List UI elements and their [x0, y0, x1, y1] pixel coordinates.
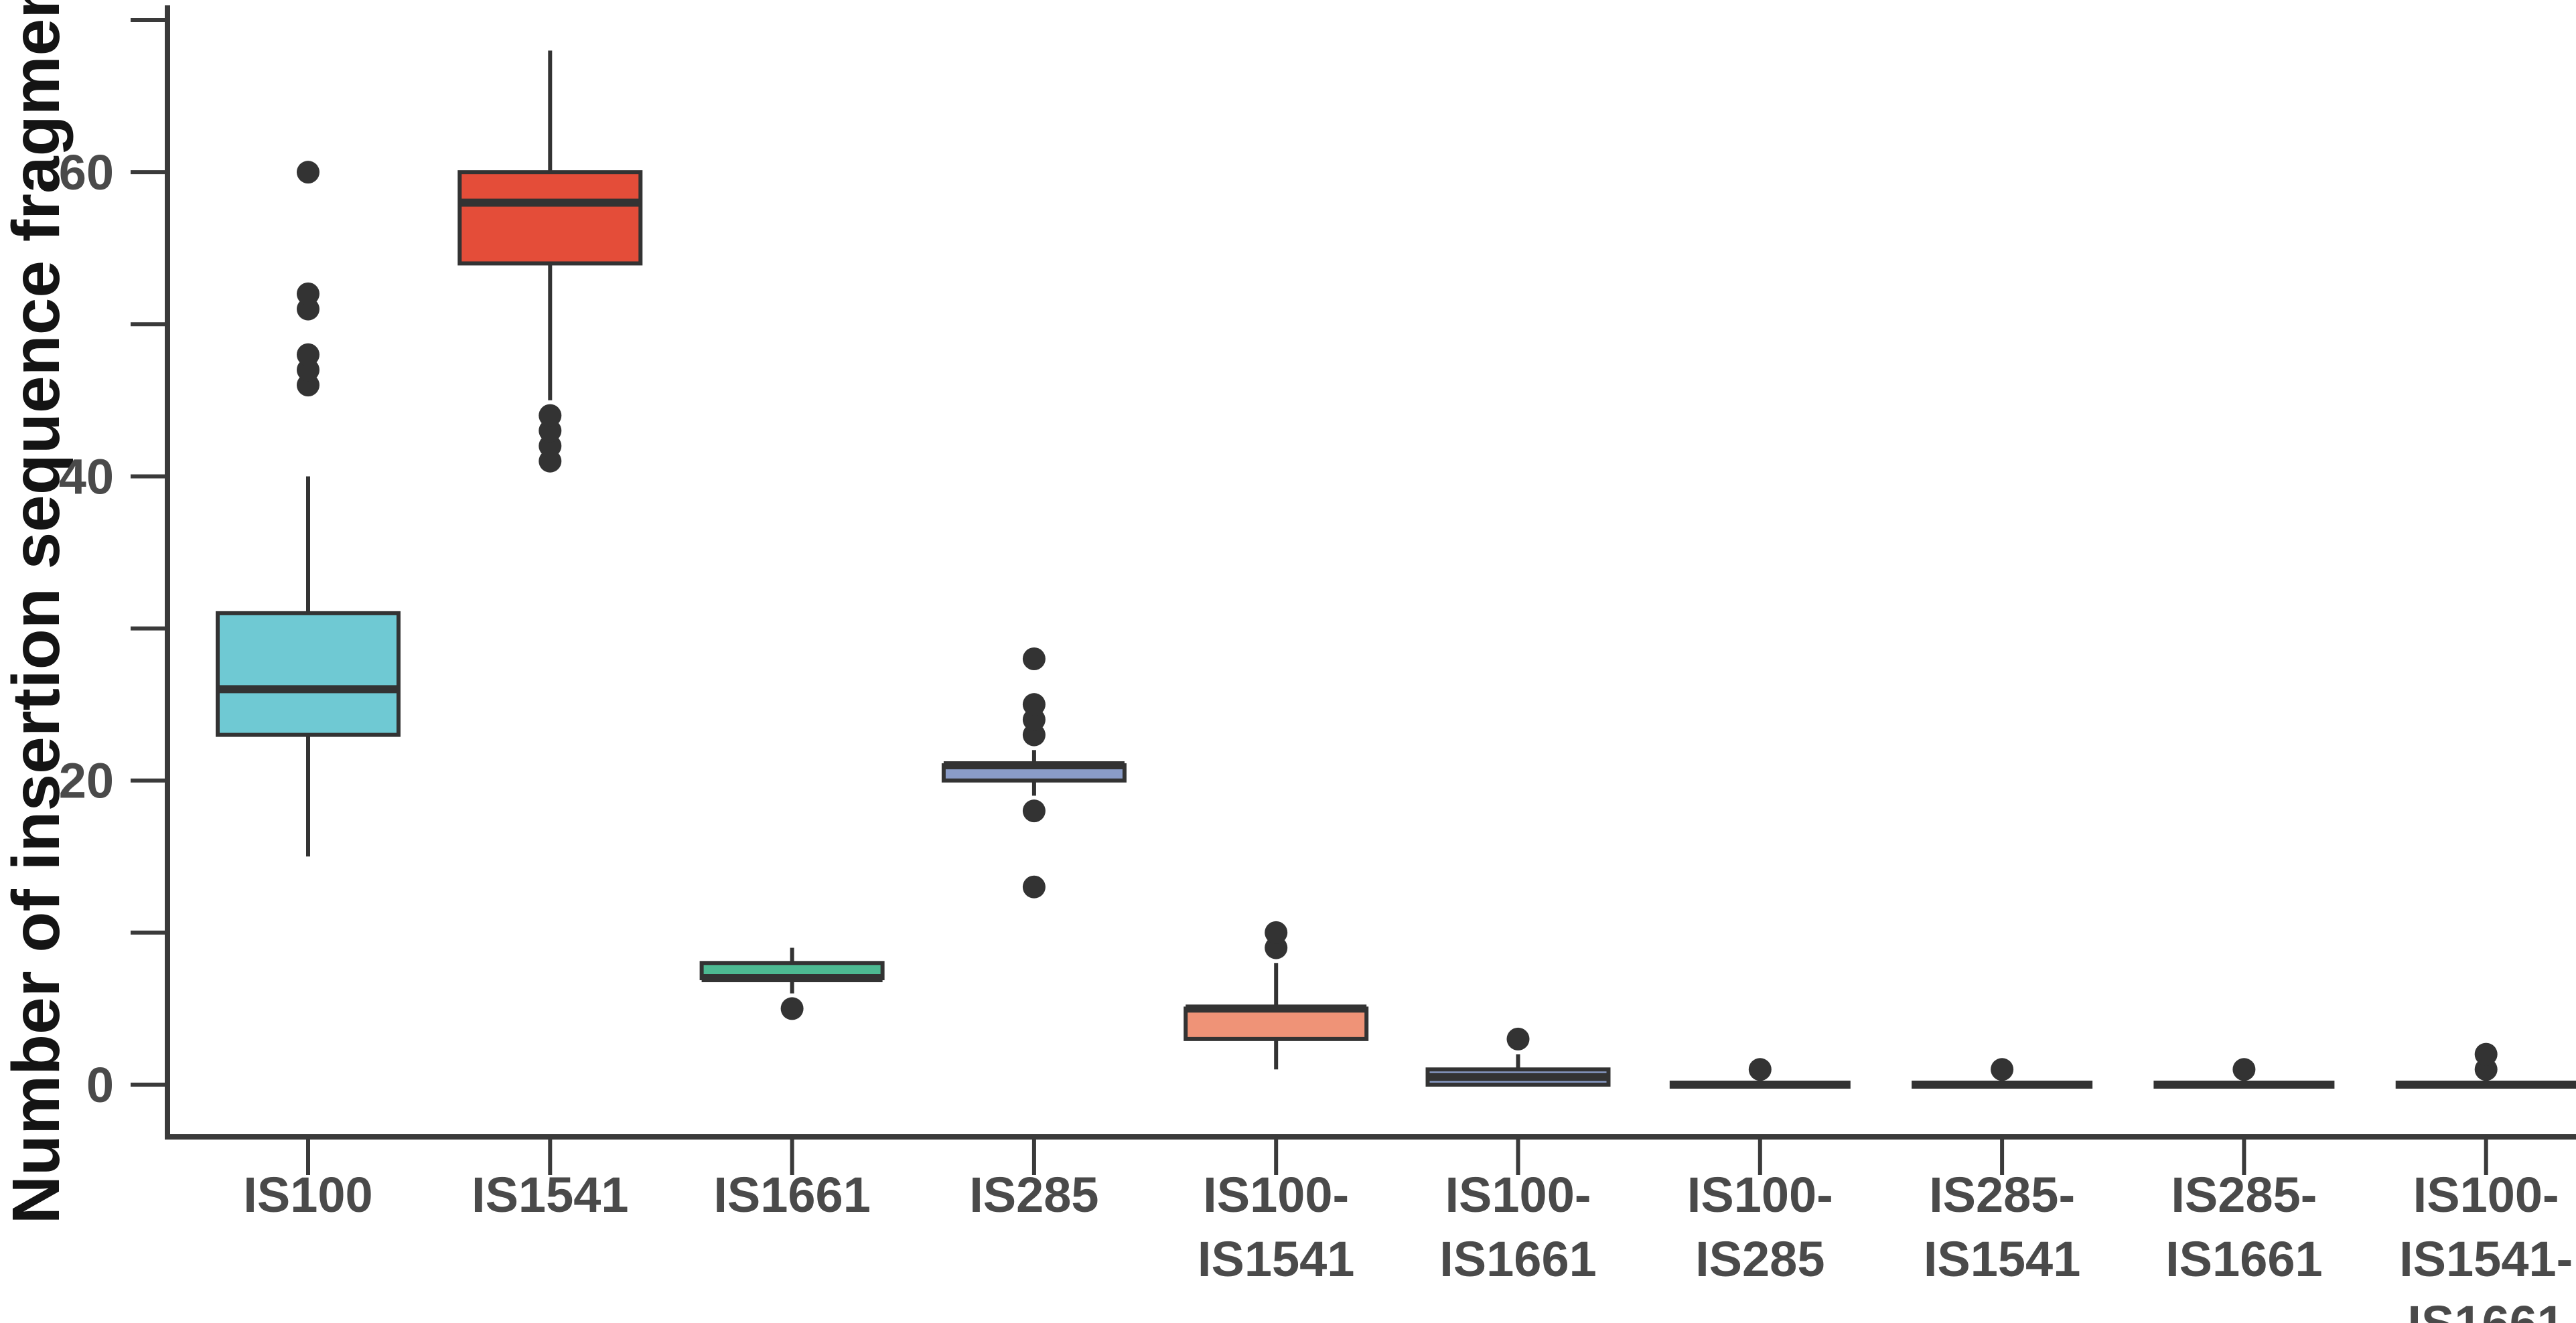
y-axis-tick-label: 20: [59, 753, 114, 809]
outlier-dot: [2474, 1042, 2498, 1066]
outlier-dot: [1022, 875, 1046, 899]
outlier-dot: [539, 404, 562, 427]
outlier-dot: [1022, 647, 1046, 671]
y-axis-tick-label: 0: [86, 1057, 114, 1113]
outlier-dot: [297, 343, 319, 366]
boxplot-box-IS1541: [457, 170, 643, 266]
x-axis-category-label: IS100-IS1541: [1198, 1167, 1355, 1287]
outlier-dot: [1506, 1027, 1530, 1050]
outlier-dot: [780, 997, 804, 1020]
outlier-dot: [2232, 1058, 2256, 1081]
x-axis-category-label: IS285-IS1541: [1924, 1167, 2081, 1287]
boxplot-box-IS100: [216, 611, 401, 737]
y-axis-tick-label: 40: [59, 449, 114, 504]
x-axis-category-label: IS285-IS1661: [2165, 1167, 2323, 1287]
outlier-dot: [1265, 921, 1288, 944]
x-axis-category-label: IS1541: [472, 1167, 629, 1223]
outlier-dot: [1991, 1058, 2014, 1081]
x-axis-category-label: IS100-IS1541-IS1661: [2399, 1167, 2573, 1323]
y-axis-tick-label: 60: [59, 145, 114, 200]
x-axis-category-label: IS100-IS285: [1687, 1167, 1833, 1287]
outlier-dot: [297, 282, 319, 305]
y-axis-title: Number of insertion sequence fragments: [0, 0, 74, 1224]
outlier-dot: [1022, 799, 1046, 823]
outlier-dot: [1022, 693, 1046, 716]
x-axis-category-label: IS285: [969, 1167, 1098, 1223]
plot-content: 0 20 40 60 IS100 IS1541 IS1661 IS285 IS100-IS154…: [59, 18, 2576, 1323]
x-axis-category-label: IS100-IS1661: [1439, 1167, 1597, 1287]
x-axis-category-label: IS1661: [713, 1167, 871, 1223]
x-axis-category-label: IS100: [243, 1167, 372, 1223]
outlier-dot: [297, 161, 319, 184]
outlier-dot: [1748, 1058, 1772, 1081]
boxplot-box-IS100-IS1541: [1184, 1006, 1369, 1041]
